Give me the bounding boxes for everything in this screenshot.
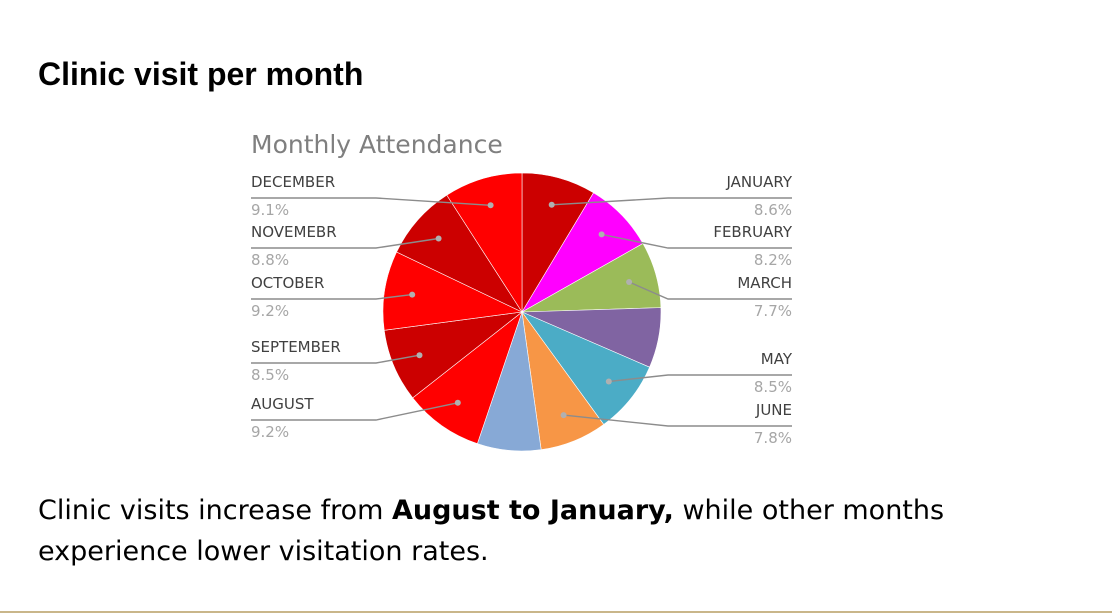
leader-line-june <box>563 414 792 427</box>
slice-label-february: FEBRUARY <box>713 223 793 241</box>
slice-pct-october: 9.2% <box>251 302 289 320</box>
leader-line-march <box>628 281 792 300</box>
leader-line-january <box>551 197 792 206</box>
leader-lines <box>251 197 792 427</box>
summary-before: Clinic visits increase from <box>38 495 392 526</box>
slice-label-january: JANUARY <box>725 173 792 191</box>
leader-line-may <box>608 374 792 383</box>
summary-text: Clinic visits increase from August to Ja… <box>38 490 1088 572</box>
slice-label-march: MARCH <box>737 274 792 292</box>
slice-pct-june: 7.8% <box>754 429 792 447</box>
leader-line-october <box>251 293 413 300</box>
leader-line-novemebr <box>251 237 439 249</box>
slice-label-december: DECEMBER <box>251 173 335 191</box>
slice-pct-february: 8.2% <box>754 251 792 269</box>
leader-dot-may <box>605 378 612 385</box>
summary-after: while other months experience lower visi… <box>38 495 945 567</box>
summary-highlight: August to January, <box>391 495 674 526</box>
slice-pct-august: 9.2% <box>251 423 289 441</box>
slice-label-novemebr: NOVEMEBR <box>251 223 337 241</box>
bottom-divider <box>0 611 1112 613</box>
leader-dot-december <box>487 202 494 209</box>
slice-label-october: OCTOBER <box>251 274 324 292</box>
pie-slice-october <box>382 251 524 331</box>
pie-slice-august <box>412 311 523 445</box>
leader-line-february <box>601 233 792 249</box>
leader-dot-august <box>454 399 461 406</box>
slice-labels: JANUARY 8.6% FEBRUARY 8.2% MARCH 7.7% MAY 8.5% J… <box>251 173 793 447</box>
pie-chart: Monthly Attendance JANUARY 8.6% FEBRUARY 8.… <box>251 130 793 452</box>
slice-label-september: SEPTEMBER <box>251 338 341 356</box>
slice-pct-september: 8.5% <box>251 366 289 384</box>
leader-line-december <box>251 197 491 206</box>
slice-label-august: AUGUST <box>251 395 314 413</box>
slice-pct-december: 9.1% <box>251 201 289 219</box>
leader-dot-june <box>560 412 567 419</box>
slice-pct-march: 7.7% <box>754 302 792 320</box>
leader-dot-january <box>548 201 555 208</box>
leader-line-august <box>251 402 458 421</box>
leader-dot-september <box>416 352 423 359</box>
chart-title: Monthly Attendance <box>251 130 503 159</box>
leader-dot-february <box>598 231 605 238</box>
slice-pct-may: 8.5% <box>754 378 792 396</box>
slice-pct-january: 8.6% <box>754 201 792 219</box>
leader-dot-october <box>409 291 416 298</box>
slice-label-june: JUNE <box>755 401 792 419</box>
pie-slice-december <box>446 172 523 314</box>
slide-title: Clinic visit per month <box>38 56 364 92</box>
slice-pct-novemebr: 8.8% <box>251 251 289 269</box>
pie-slices <box>382 172 662 452</box>
leader-dot-novemebr <box>435 235 442 242</box>
leader-line-september <box>251 354 420 364</box>
leader-dot-march <box>626 279 633 285</box>
slice-label-may: MAY <box>761 350 793 368</box>
